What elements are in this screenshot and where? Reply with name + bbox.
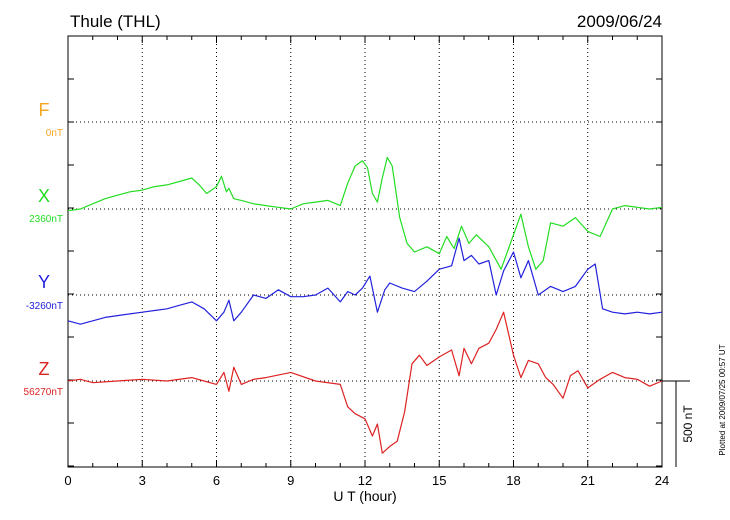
x-tick-label: 0: [64, 473, 71, 488]
x-tick-label: 18: [506, 473, 520, 488]
x-tick-label: 6: [213, 473, 220, 488]
series-lines: [67, 156, 663, 454]
plotted-note: Plotted at 2009/07/25 00:57 UT: [718, 344, 727, 455]
series-baseline-label: 2360nT: [29, 214, 63, 225]
series-line: [67, 156, 663, 270]
series-labels: F 0nT X 2360nT Y -3260nT Z 56270nT: [24, 100, 63, 398]
series-baseline-label: 56270nT: [24, 387, 63, 398]
x-axis-label: U T (hour): [333, 488, 396, 504]
series-name-label: Y: [38, 272, 50, 292]
grid: [68, 36, 662, 467]
x-tick-label: 21: [581, 473, 595, 488]
series-baseline-label: 0nT: [46, 128, 63, 139]
series-name-label: X: [38, 186, 50, 206]
x-tick-label: 24: [655, 473, 669, 488]
series-baseline-label: -3260nT: [26, 301, 63, 312]
x-tick-label: 15: [432, 473, 446, 488]
series-line: [67, 237, 663, 325]
x-tick-label: 3: [139, 473, 146, 488]
x-tick-label: 9: [287, 473, 294, 488]
scale-bar: 500 nT: [662, 380, 695, 467]
series-line: [67, 311, 663, 454]
chart-title: Thule (THL): [70, 12, 161, 31]
scale-bar-label: 500 nT: [681, 405, 695, 443]
x-tick-labels: 0 3 6 9 12 15 18 21 24: [64, 473, 669, 488]
series-name-label: F: [39, 100, 50, 120]
chart-date: 2009/06/24: [577, 12, 662, 31]
x-tick-label: 12: [358, 473, 372, 488]
series-name-label: Z: [39, 359, 50, 379]
